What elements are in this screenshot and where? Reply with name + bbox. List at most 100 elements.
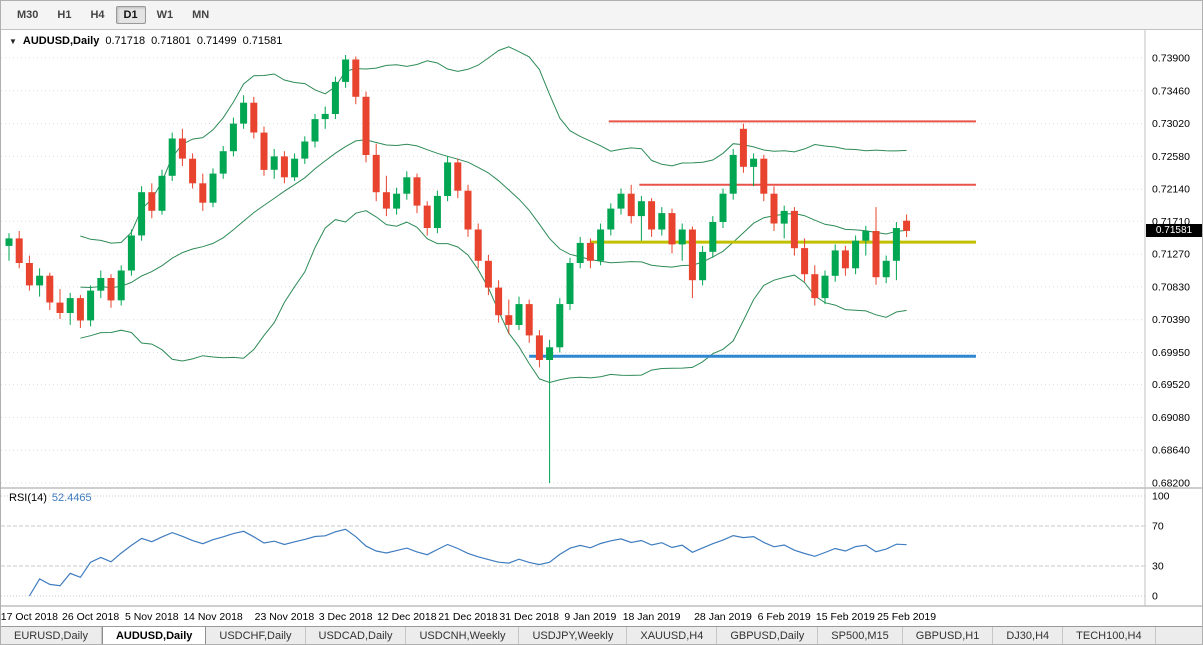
quote-close: 0.71581 — [242, 35, 283, 47]
rsi-indicator-label: RSI(14) 52.4465 — [9, 492, 92, 504]
candle — [678, 229, 686, 245]
y-axis-label: 0.69080 — [1152, 412, 1190, 424]
chart-tab-audusd-daily[interactable]: AUDUSD,Daily — [101, 627, 207, 644]
candle — [515, 304, 523, 325]
chart-tab-usdjpy-weekly[interactable]: USDJPY,Weekly — [519, 627, 628, 644]
rsi-panel: 100 70 30 0 — [1, 491, 1170, 603]
candle — [770, 193, 778, 224]
candle — [882, 260, 890, 278]
quote-low: 0.71499 — [196, 35, 237, 47]
candle — [107, 278, 115, 301]
timeframe-button-m30[interactable]: M30 — [17, 9, 39, 21]
candle — [240, 102, 248, 124]
bollinger-bands — [80, 46, 907, 384]
chart-tab-usdcad-daily[interactable]: USDCAD,Daily — [306, 627, 407, 644]
candle — [219, 151, 227, 174]
candle — [760, 158, 768, 194]
candle — [229, 123, 237, 152]
candle — [780, 210, 788, 224]
candle — [36, 275, 44, 286]
timeframe-button-mn[interactable]: MN — [192, 9, 210, 21]
candle — [709, 222, 717, 252]
candle — [801, 248, 809, 275]
x-axis-label: 21 Dec 2018 — [438, 611, 498, 623]
collapse-chart-icon[interactable]: ▼ — [9, 36, 17, 46]
timeframe-button-w1[interactable]: W1 — [156, 9, 174, 21]
x-axis-label: 31 Dec 2018 — [499, 611, 559, 623]
candle — [56, 302, 64, 313]
timeframe-button-d1[interactable]: D1 — [115, 6, 146, 24]
candle — [495, 287, 503, 316]
candle — [97, 278, 105, 291]
timeframe-button-h1[interactable]: H1 — [57, 9, 72, 21]
x-axis-label: 5 Nov 2018 — [125, 611, 179, 623]
candle — [852, 240, 860, 269]
candle — [556, 304, 564, 348]
candle — [617, 193, 625, 209]
candle — [576, 242, 584, 263]
candle — [168, 138, 176, 176]
candle — [362, 96, 370, 155]
candle — [352, 59, 360, 97]
date-axis-labels: 17 Oct 2018 26 Oct 2018 5 Nov 2018 14 Nov 2… — [1, 611, 936, 623]
candle — [688, 229, 696, 281]
candle — [872, 231, 880, 278]
candle — [138, 192, 146, 236]
x-axis-label: 15 Feb 2019 — [816, 611, 875, 623]
candle — [127, 235, 135, 271]
chart-tab-usdchf-daily[interactable]: USDCHF,Daily — [206, 627, 306, 644]
x-axis-label: 28 Jan 2019 — [694, 611, 752, 623]
candle — [586, 242, 594, 261]
candle — [413, 177, 421, 206]
chart-tab-gbpusd-h1[interactable]: GBPUSD,H1 — [903, 627, 994, 644]
y-axis-label: 0.73460 — [1152, 85, 1190, 97]
price-axis-labels: 0.739000.734600.730200.725800.721400.717… — [1152, 53, 1190, 490]
candle — [280, 156, 288, 178]
x-axis-label: 3 Dec 2018 — [319, 611, 373, 623]
candle — [393, 193, 401, 209]
timeframe-button-h4[interactable]: H4 — [90, 9, 105, 21]
candle — [46, 275, 54, 303]
candle — [25, 263, 33, 286]
candle — [699, 251, 707, 281]
price-chart-canvas[interactable]: 0.73900 0.73460 0.73020 0.72580 0.72140 0.717… — [1, 30, 1203, 626]
candle — [178, 138, 186, 159]
chart-tab-usdcnh-weekly[interactable]: USDCNH,Weekly — [406, 627, 520, 644]
horizontal-trend-lines — [529, 120, 976, 358]
chart-tab-eurusd-daily[interactable]: EURUSD,Daily — [1, 627, 102, 644]
x-axis-label: 18 Jan 2019 — [623, 611, 681, 623]
candle — [270, 156, 278, 170]
x-axis-label: 17 Oct 2018 — [1, 611, 58, 623]
rsi-name: RSI(14) — [9, 492, 47, 504]
candle — [862, 231, 870, 241]
chart-tab-tech100-h4[interactable]: TECH100,H4 — [1063, 627, 1156, 644]
x-axis-label: 6 Feb 2019 — [758, 611, 811, 623]
current-price-badge: 0.71581 — [1146, 224, 1202, 237]
candle — [750, 158, 758, 167]
candle — [260, 132, 268, 170]
candle — [199, 183, 207, 203]
chart-tab-gbpusd-daily[interactable]: GBPUSD,Daily — [717, 627, 819, 644]
x-axis-label: 9 Jan 2019 — [564, 611, 616, 623]
chart-tab-sp500-m15[interactable]: SP500,M15 — [818, 627, 903, 644]
candle — [117, 270, 125, 301]
candle — [331, 81, 339, 114]
candle — [525, 304, 533, 336]
chart-tab-dj30-h4[interactable]: DJ30,H4 — [993, 627, 1064, 644]
rsi-line — [28, 528, 907, 597]
chart-tab-xauusd-h4[interactable]: XAUUSD,H4 — [627, 627, 718, 644]
candle — [903, 220, 911, 231]
candle — [148, 192, 156, 211]
candle — [66, 298, 74, 313]
y-axis-label: 0.71270 — [1152, 249, 1190, 261]
y-axis-label: 0.68640 — [1152, 445, 1190, 457]
symbol-tab-bar: EURUSD,Daily AUDUSD,Daily USDCHF,Daily USDC… — [1, 626, 1202, 644]
candle — [546, 347, 554, 360]
candle — [597, 229, 605, 261]
chart-area[interactable]: 0.73900 0.73460 0.73020 0.72580 0.72140 0.717… — [1, 30, 1203, 626]
y-axis-label: 0.73020 — [1152, 118, 1190, 130]
candle — [5, 238, 13, 246]
candle — [739, 128, 747, 167]
candle — [627, 193, 635, 217]
